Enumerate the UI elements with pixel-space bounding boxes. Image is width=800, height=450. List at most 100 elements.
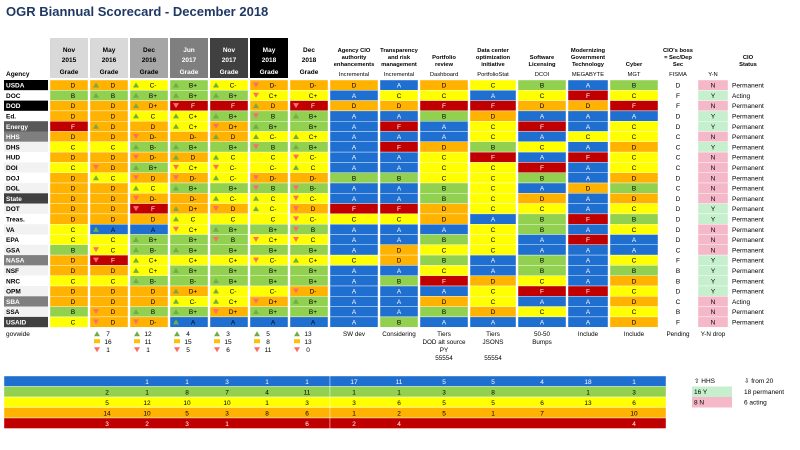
summary-category-count: 6: [540, 400, 544, 407]
trend-same-icon: [134, 339, 140, 344]
trend-down-icon: [173, 226, 179, 232]
trend-down-icon: [173, 103, 179, 109]
category-value: A: [540, 134, 545, 141]
category-value: C: [676, 165, 681, 172]
grade-cell: [129, 120, 169, 132]
grade-value: D: [151, 289, 156, 296]
trend-up-icon: [294, 331, 300, 337]
category-value: F: [586, 155, 590, 162]
grade-value: C: [151, 114, 156, 121]
grade-cell: [89, 213, 129, 225]
category-header: Government: [571, 55, 605, 61]
cio-status: Permanent: [732, 165, 764, 172]
grade-header-year: 2017: [182, 57, 197, 64]
trend-down-icon: [293, 226, 299, 232]
category-value: A: [352, 227, 357, 234]
trend-down-icon: [293, 154, 299, 160]
category-value: A: [632, 114, 637, 121]
summary-category-count: 3: [442, 389, 446, 396]
category-value: B: [676, 268, 680, 275]
grade-value: D: [111, 114, 116, 121]
trend-up-icon: [133, 82, 139, 88]
category-value: F: [491, 103, 495, 110]
grade-cell: [49, 213, 89, 225]
trend-up-icon: [293, 134, 299, 139]
cio-status: Permanent: [732, 155, 764, 162]
grade-value: D+: [149, 103, 158, 110]
category-value: B: [442, 196, 446, 203]
grade-cell: [129, 213, 169, 225]
grade-value: B: [111, 93, 115, 100]
grade-value: D: [111, 83, 116, 90]
trend-down-icon: [293, 206, 299, 212]
footer-up-count: 7: [106, 331, 110, 338]
trend-up-icon: [133, 144, 139, 150]
grade-value: C+: [309, 134, 318, 141]
grade-cell: [49, 110, 89, 122]
trend-down-icon: [133, 154, 139, 160]
category-value: C: [632, 134, 637, 141]
grade-value: D: [111, 309, 116, 316]
grade-header-year: 2016: [102, 57, 117, 64]
grade-value: C: [231, 155, 236, 162]
grade-value: F: [311, 103, 315, 110]
grade-cell: [49, 79, 89, 91]
category-value: B: [540, 83, 544, 90]
trend-up-icon: [253, 195, 259, 201]
grade-header-year: 2017: [222, 57, 237, 64]
footer-same-count: 8: [266, 339, 270, 346]
category-value: F: [491, 155, 495, 162]
trend-down-icon: [293, 237, 299, 242]
cio-status: Permanent: [732, 320, 764, 327]
trend-down-icon: [133, 175, 139, 181]
grade-value: C+: [189, 165, 198, 172]
grade-value: D: [111, 196, 116, 203]
category-value: A: [397, 299, 402, 306]
category-value: D: [442, 83, 447, 90]
category-value: Y: [711, 289, 716, 296]
grade-value: C: [271, 196, 276, 203]
category-value: A: [540, 237, 545, 244]
footer-down-count: 5: [186, 347, 190, 354]
trend-down-icon: [254, 347, 260, 353]
grade-value: C: [111, 144, 116, 151]
summary-note: 16 Y: [694, 389, 708, 396]
category-value: A: [397, 83, 402, 90]
category-header: optimization: [476, 55, 511, 61]
grade-value: B+: [149, 237, 157, 244]
grade-value: B+: [309, 247, 317, 254]
grade-header-year: 2018: [302, 57, 317, 64]
category-value: A: [540, 299, 545, 306]
category-value: D: [676, 124, 681, 131]
category-subheader: Incremental: [339, 72, 369, 78]
category-cell: [469, 316, 517, 328]
trend-down-icon: [253, 185, 259, 191]
grade-value: B+: [189, 247, 197, 254]
category-value: A: [352, 124, 357, 131]
category-subheader: PortfolioStat: [477, 72, 509, 78]
trend-up-icon: [173, 113, 179, 119]
trend-down-icon: [253, 82, 259, 88]
category-value: B: [397, 320, 401, 327]
trend-up-icon: [213, 298, 219, 304]
grade-value: C+: [309, 258, 318, 265]
agency-name: SBA: [6, 299, 20, 306]
trend-down-icon: [213, 164, 219, 170]
trend-down-icon: [174, 347, 180, 353]
grade-value: D-: [310, 175, 317, 182]
agency-name: DOC: [6, 93, 21, 100]
grade-cell: [49, 193, 89, 204]
agency-cell-bg: [4, 90, 48, 101]
grade-value: D: [111, 186, 116, 193]
category-value: A: [397, 196, 402, 203]
trend-up-icon: [93, 175, 99, 181]
footer-note: Tiers: [486, 331, 500, 338]
grade-value: D: [71, 289, 76, 296]
grade-value: D: [71, 268, 76, 275]
grade-cell: [89, 151, 129, 163]
category-value: C: [491, 134, 496, 141]
trend-up-icon: [133, 185, 139, 191]
grade-value: C+: [149, 268, 158, 275]
category-value: C: [676, 247, 681, 254]
grade-value: D+: [229, 124, 238, 131]
